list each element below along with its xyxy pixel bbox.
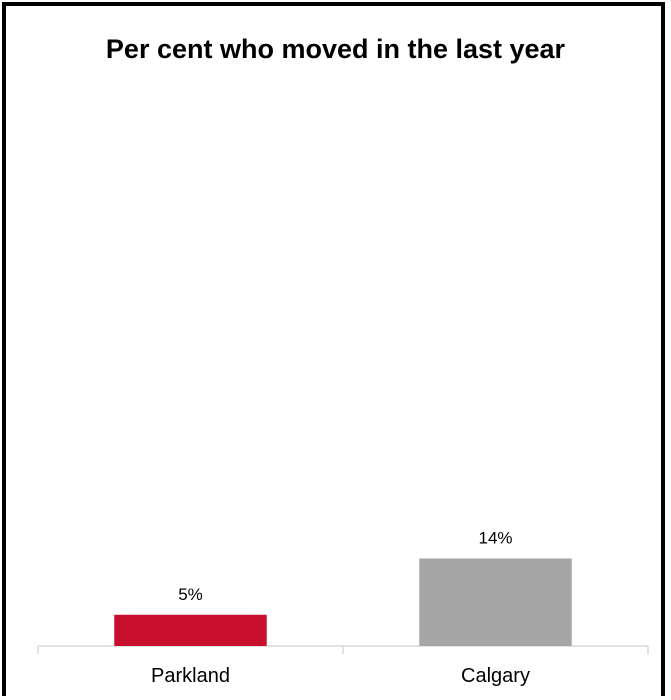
value-label-calgary: 14% xyxy=(478,529,512,548)
category-labels: Parkland Calgary xyxy=(151,665,530,687)
bar-parkland xyxy=(114,614,267,646)
value-label-parkland: 5% xyxy=(178,585,203,604)
chart-title: Per cent who moved in the last year xyxy=(105,34,566,64)
bar-series xyxy=(114,558,572,646)
category-label-parkland: Parkland xyxy=(151,665,230,687)
bar-calgary xyxy=(419,558,572,646)
x-axis-ticks xyxy=(37,646,649,654)
category-label-calgary: Calgary xyxy=(461,665,530,687)
value-labels: 5% 14% xyxy=(178,529,512,604)
